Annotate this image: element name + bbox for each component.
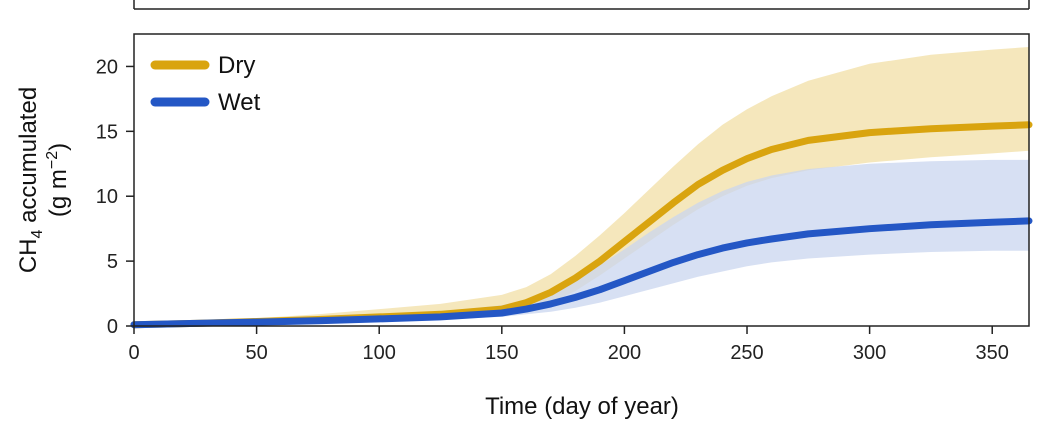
uncertainty-bands <box>134 47 1029 325</box>
plot-frame <box>133 33 1030 327</box>
y-axis-title-line1: CH4 accumulated <box>15 87 46 273</box>
legend-label-wet: Wet <box>218 89 261 116</box>
series-lines <box>130 121 1033 329</box>
x-tick-label-350: 350 <box>976 342 1009 364</box>
series-line-wet <box>130 217 1033 329</box>
upper-panel-remnant <box>133 0 1030 10</box>
y-tick-label-0: 0 <box>107 316 118 338</box>
y-axis: 0 5 10 15 20 <box>96 56 134 338</box>
y-tick-label-10: 10 <box>96 186 118 208</box>
x-axis-title: Time (day of year) <box>485 393 679 420</box>
legend-item-wet: Wet <box>150 89 261 116</box>
x-tick-label-300: 300 <box>853 342 886 364</box>
band-dry <box>134 47 1029 325</box>
band-wet <box>134 159 1029 325</box>
x-tick-label-250: 250 <box>730 342 763 364</box>
x-tick-label-50: 50 <box>245 342 267 364</box>
x-tick-label-200: 200 <box>608 342 641 364</box>
legend-item-dry: Dry <box>150 52 255 79</box>
x-tick-label-0: 0 <box>128 342 139 364</box>
y-axis-title: CH4 accumulated (g m−2) <box>15 87 72 273</box>
legend: Dry Wet <box>150 52 261 116</box>
x-tick-label-150: 150 <box>485 342 518 364</box>
legend-label-dry: Dry <box>218 52 255 79</box>
y-tick-label-15: 15 <box>96 121 118 143</box>
x-tick-label-100: 100 <box>363 342 396 364</box>
y-tick-label-20: 20 <box>96 56 118 78</box>
x-axis: 0 50 100 150 200 250 300 350 <box>128 326 1009 364</box>
y-tick-label-5: 5 <box>107 251 118 273</box>
y-axis-title-line2: (g m−2) <box>44 143 72 217</box>
